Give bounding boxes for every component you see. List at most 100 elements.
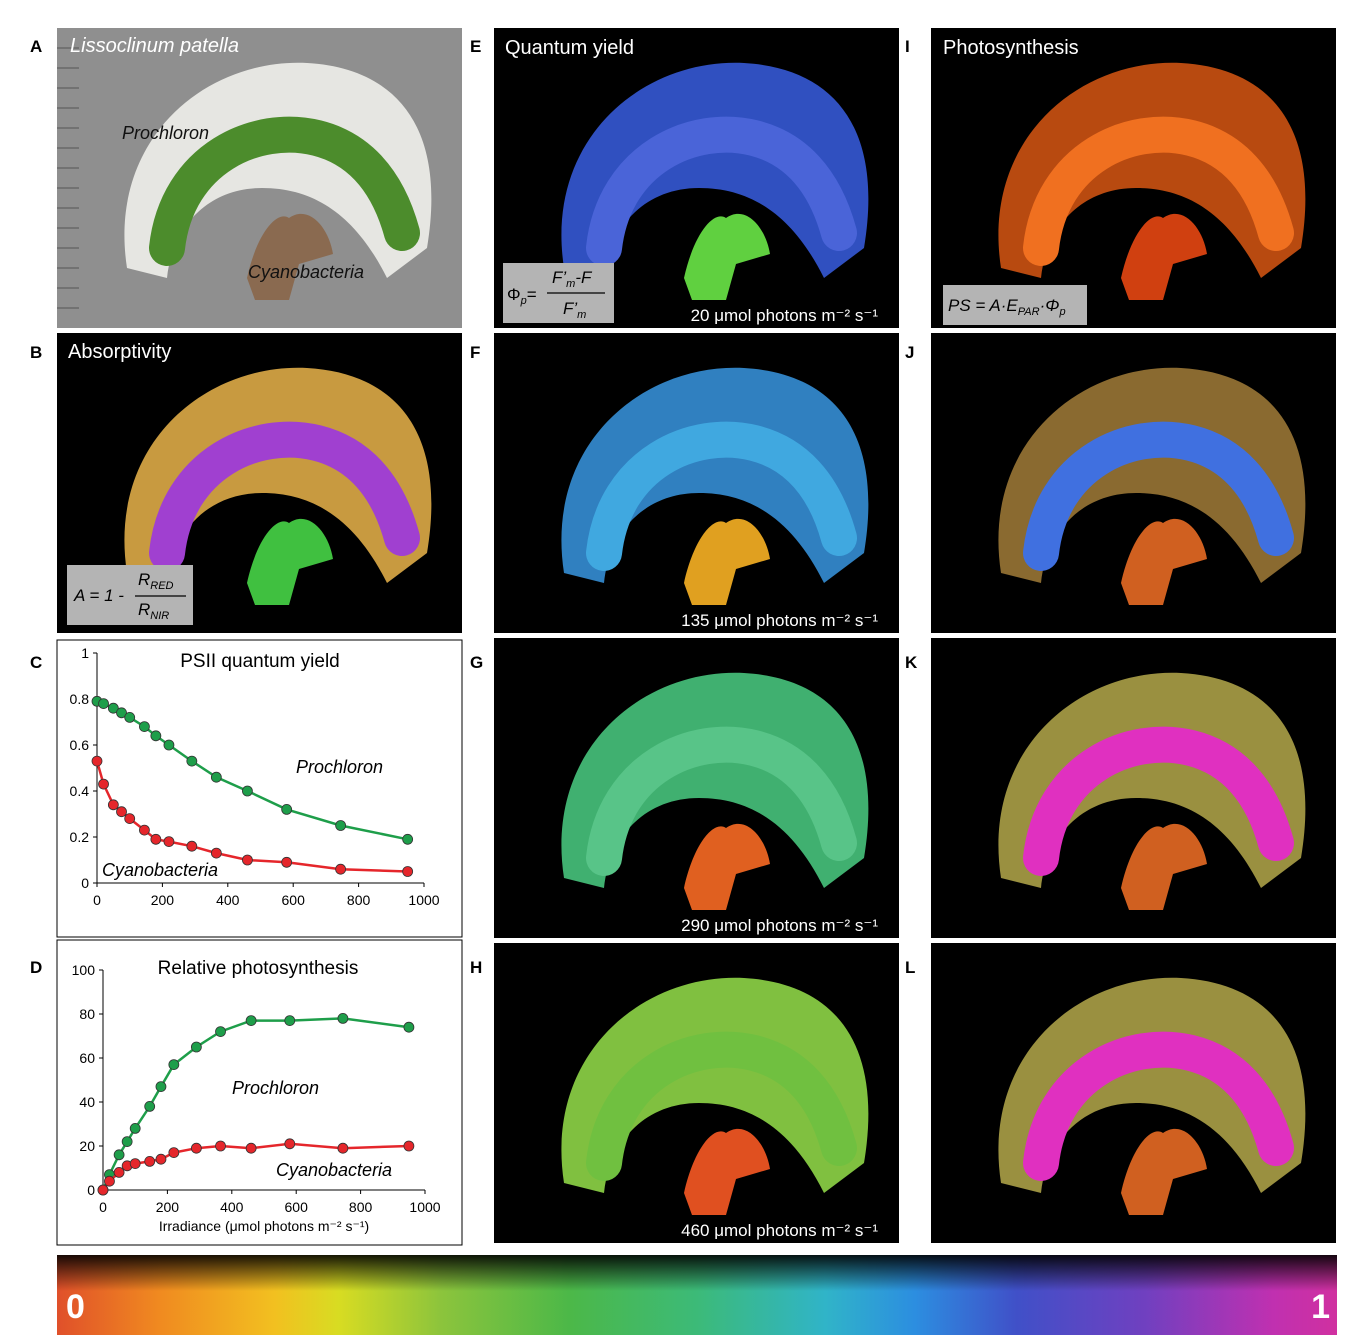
formula-box <box>67 565 193 625</box>
data-point <box>150 730 162 742</box>
y-tick-label: 100 <box>72 962 96 978</box>
data-point <box>284 1015 296 1026</box>
series-label: Cyanobacteria <box>276 1160 392 1180</box>
data-point <box>144 1101 156 1112</box>
data-point <box>163 836 175 847</box>
x-axis-label: Irradiance (μmol photons m⁻² s⁻¹) <box>159 1218 369 1234</box>
panel-letter: A <box>30 37 42 56</box>
data-point <box>91 755 103 767</box>
annotation: Prochloron <box>122 123 209 143</box>
series-label: Prochloron <box>232 1078 319 1098</box>
data-point <box>168 1147 180 1158</box>
colorbar-min: 0 <box>66 1288 85 1326</box>
formula: F’m-F <box>552 268 593 290</box>
data-point <box>337 1142 349 1154</box>
formula: F’m <box>563 299 586 321</box>
panel-letter: E <box>470 37 481 56</box>
chart-title: PSII quantum yield <box>180 651 339 672</box>
image-panels <box>57 28 1336 1243</box>
panel-letter: D <box>30 958 42 977</box>
formula: A = 1 - <box>73 586 124 605</box>
data-point <box>116 707 127 719</box>
x-tick-label: 200 <box>156 1199 180 1215</box>
data-point <box>150 833 162 845</box>
panel-title: Lissoclinum patella <box>70 35 239 57</box>
y-tick-label: 0.4 <box>70 783 90 799</box>
panel-title: Quantum yield <box>505 37 634 59</box>
panel-title: Photosynthesis <box>943 37 1079 59</box>
data-point <box>284 1138 296 1150</box>
data-point <box>104 1175 115 1187</box>
irradiance-label: 290 μmol photons m⁻² s⁻¹ <box>681 916 878 935</box>
panel-letter: C <box>30 653 42 672</box>
image-panel <box>931 638 1336 938</box>
x-tick-label: 800 <box>347 892 371 908</box>
data-point <box>121 1136 133 1147</box>
data-point <box>335 820 347 831</box>
data-point <box>186 840 198 852</box>
data-point <box>402 866 414 877</box>
irradiance-label: 460 μmol photons m⁻² s⁻¹ <box>681 1221 878 1240</box>
data-point <box>186 755 198 767</box>
annotation: Cyanobacteria <box>248 262 364 282</box>
x-tick-label: 400 <box>216 892 240 908</box>
panel-letter: B <box>30 343 42 362</box>
x-tick-label: 400 <box>220 1199 244 1215</box>
data-point <box>335 863 347 875</box>
data-point <box>281 804 293 815</box>
colorbar-max: 1 <box>1311 1288 1330 1326</box>
series-label: Cyanobacteria <box>102 860 218 880</box>
data-point <box>163 739 175 751</box>
data-point <box>97 1184 109 1196</box>
image-panel <box>494 638 899 938</box>
data-point <box>403 1140 415 1152</box>
y-tick-label: 0.2 <box>70 829 90 845</box>
panel-letter: I <box>905 37 910 56</box>
panel-letter: J <box>905 343 914 362</box>
y-tick-label: 0 <box>81 875 89 891</box>
data-point <box>242 785 253 797</box>
data-point <box>139 824 150 836</box>
x-tick-label: 600 <box>282 892 306 908</box>
data-point <box>113 1149 125 1161</box>
data-point <box>245 1015 257 1026</box>
chart-frame <box>56 639 463 938</box>
panel-letter: H <box>470 958 482 977</box>
formula: PS = A·EPAR·Φp <box>948 296 1066 318</box>
panel-letter: G <box>470 653 483 672</box>
y-tick-label: 0 <box>87 1182 95 1198</box>
y-tick-label: 1 <box>81 645 89 661</box>
y-tick-label: 0.6 <box>70 737 90 753</box>
image-panel <box>57 28 462 328</box>
x-tick-label: 600 <box>285 1199 309 1215</box>
panel-letter: L <box>905 958 915 977</box>
series-label: Prochloron <box>296 757 383 777</box>
image-panel <box>931 943 1336 1243</box>
data-point <box>281 856 293 868</box>
data-point <box>337 1013 349 1024</box>
y-tick-label: 40 <box>79 1094 95 1110</box>
data-point <box>190 1041 202 1053</box>
image-panel <box>494 943 899 1243</box>
formula: RNIR <box>138 600 169 622</box>
data-point <box>129 1123 141 1134</box>
irradiance-label: 135 μmol photons m⁻² s⁻¹ <box>681 611 878 630</box>
x-tick-label: 0 <box>99 1199 107 1215</box>
image-panel <box>931 333 1336 633</box>
data-point <box>215 1026 226 1037</box>
panel-title: Absorptivity <box>68 341 171 363</box>
data-point <box>144 1156 156 1167</box>
irradiance-label: 20 μmol photons m⁻² s⁻¹ <box>691 306 879 325</box>
image-panel <box>931 28 1336 328</box>
y-tick-label: 0.8 <box>70 691 90 707</box>
y-tick-label: 60 <box>79 1050 95 1066</box>
data-point <box>98 778 109 790</box>
data-point <box>113 1167 125 1178</box>
data-point <box>168 1059 180 1070</box>
formula: RRED <box>138 570 174 592</box>
chart-frame <box>56 939 463 1246</box>
data-point <box>155 1153 167 1165</box>
data-point <box>402 833 414 845</box>
data-point <box>210 847 222 859</box>
